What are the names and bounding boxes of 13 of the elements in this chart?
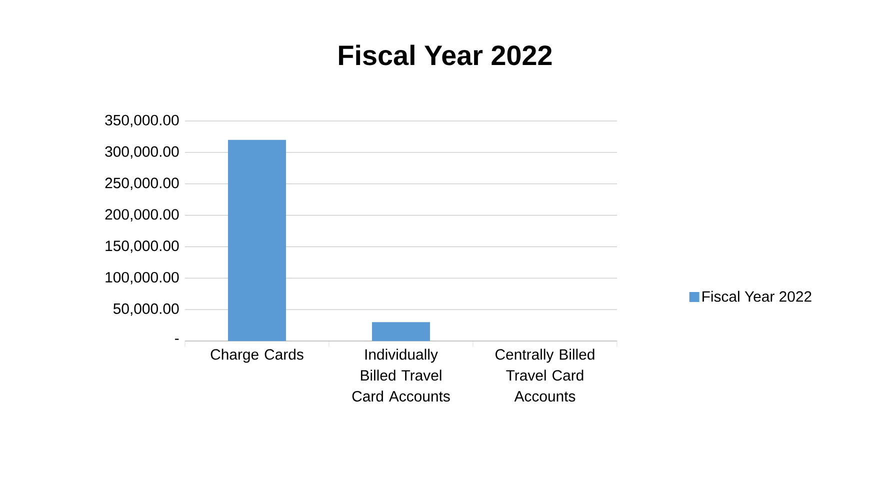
y-tick-label: 100,000.00 [106, 272, 179, 284]
legend-label: Fiscal Year 2022 [702, 290, 812, 302]
y-tick-label: - [175, 338, 179, 340]
y-tick-label: 250,000.00 [105, 178, 179, 190]
y-tick-label: 200,000.00 [105, 209, 179, 222]
x-tick-label: Centrally Billed Travel Card Accounts [496, 348, 594, 402]
y-tick-label: 350,000.00 [105, 114, 179, 128]
y-tick-label: 300,000.00 [105, 146, 179, 159]
y-tick-label: 150,000.00 [106, 240, 179, 253]
y-tick-label: 50,000.00 [113, 303, 179, 316]
chart-title: Fiscal Year 2022 [339, 44, 552, 66]
x-tick-label: Individually Billed Travel Card Accounts [352, 348, 450, 402]
x-tick-label: Charge Cards [210, 348, 304, 363]
